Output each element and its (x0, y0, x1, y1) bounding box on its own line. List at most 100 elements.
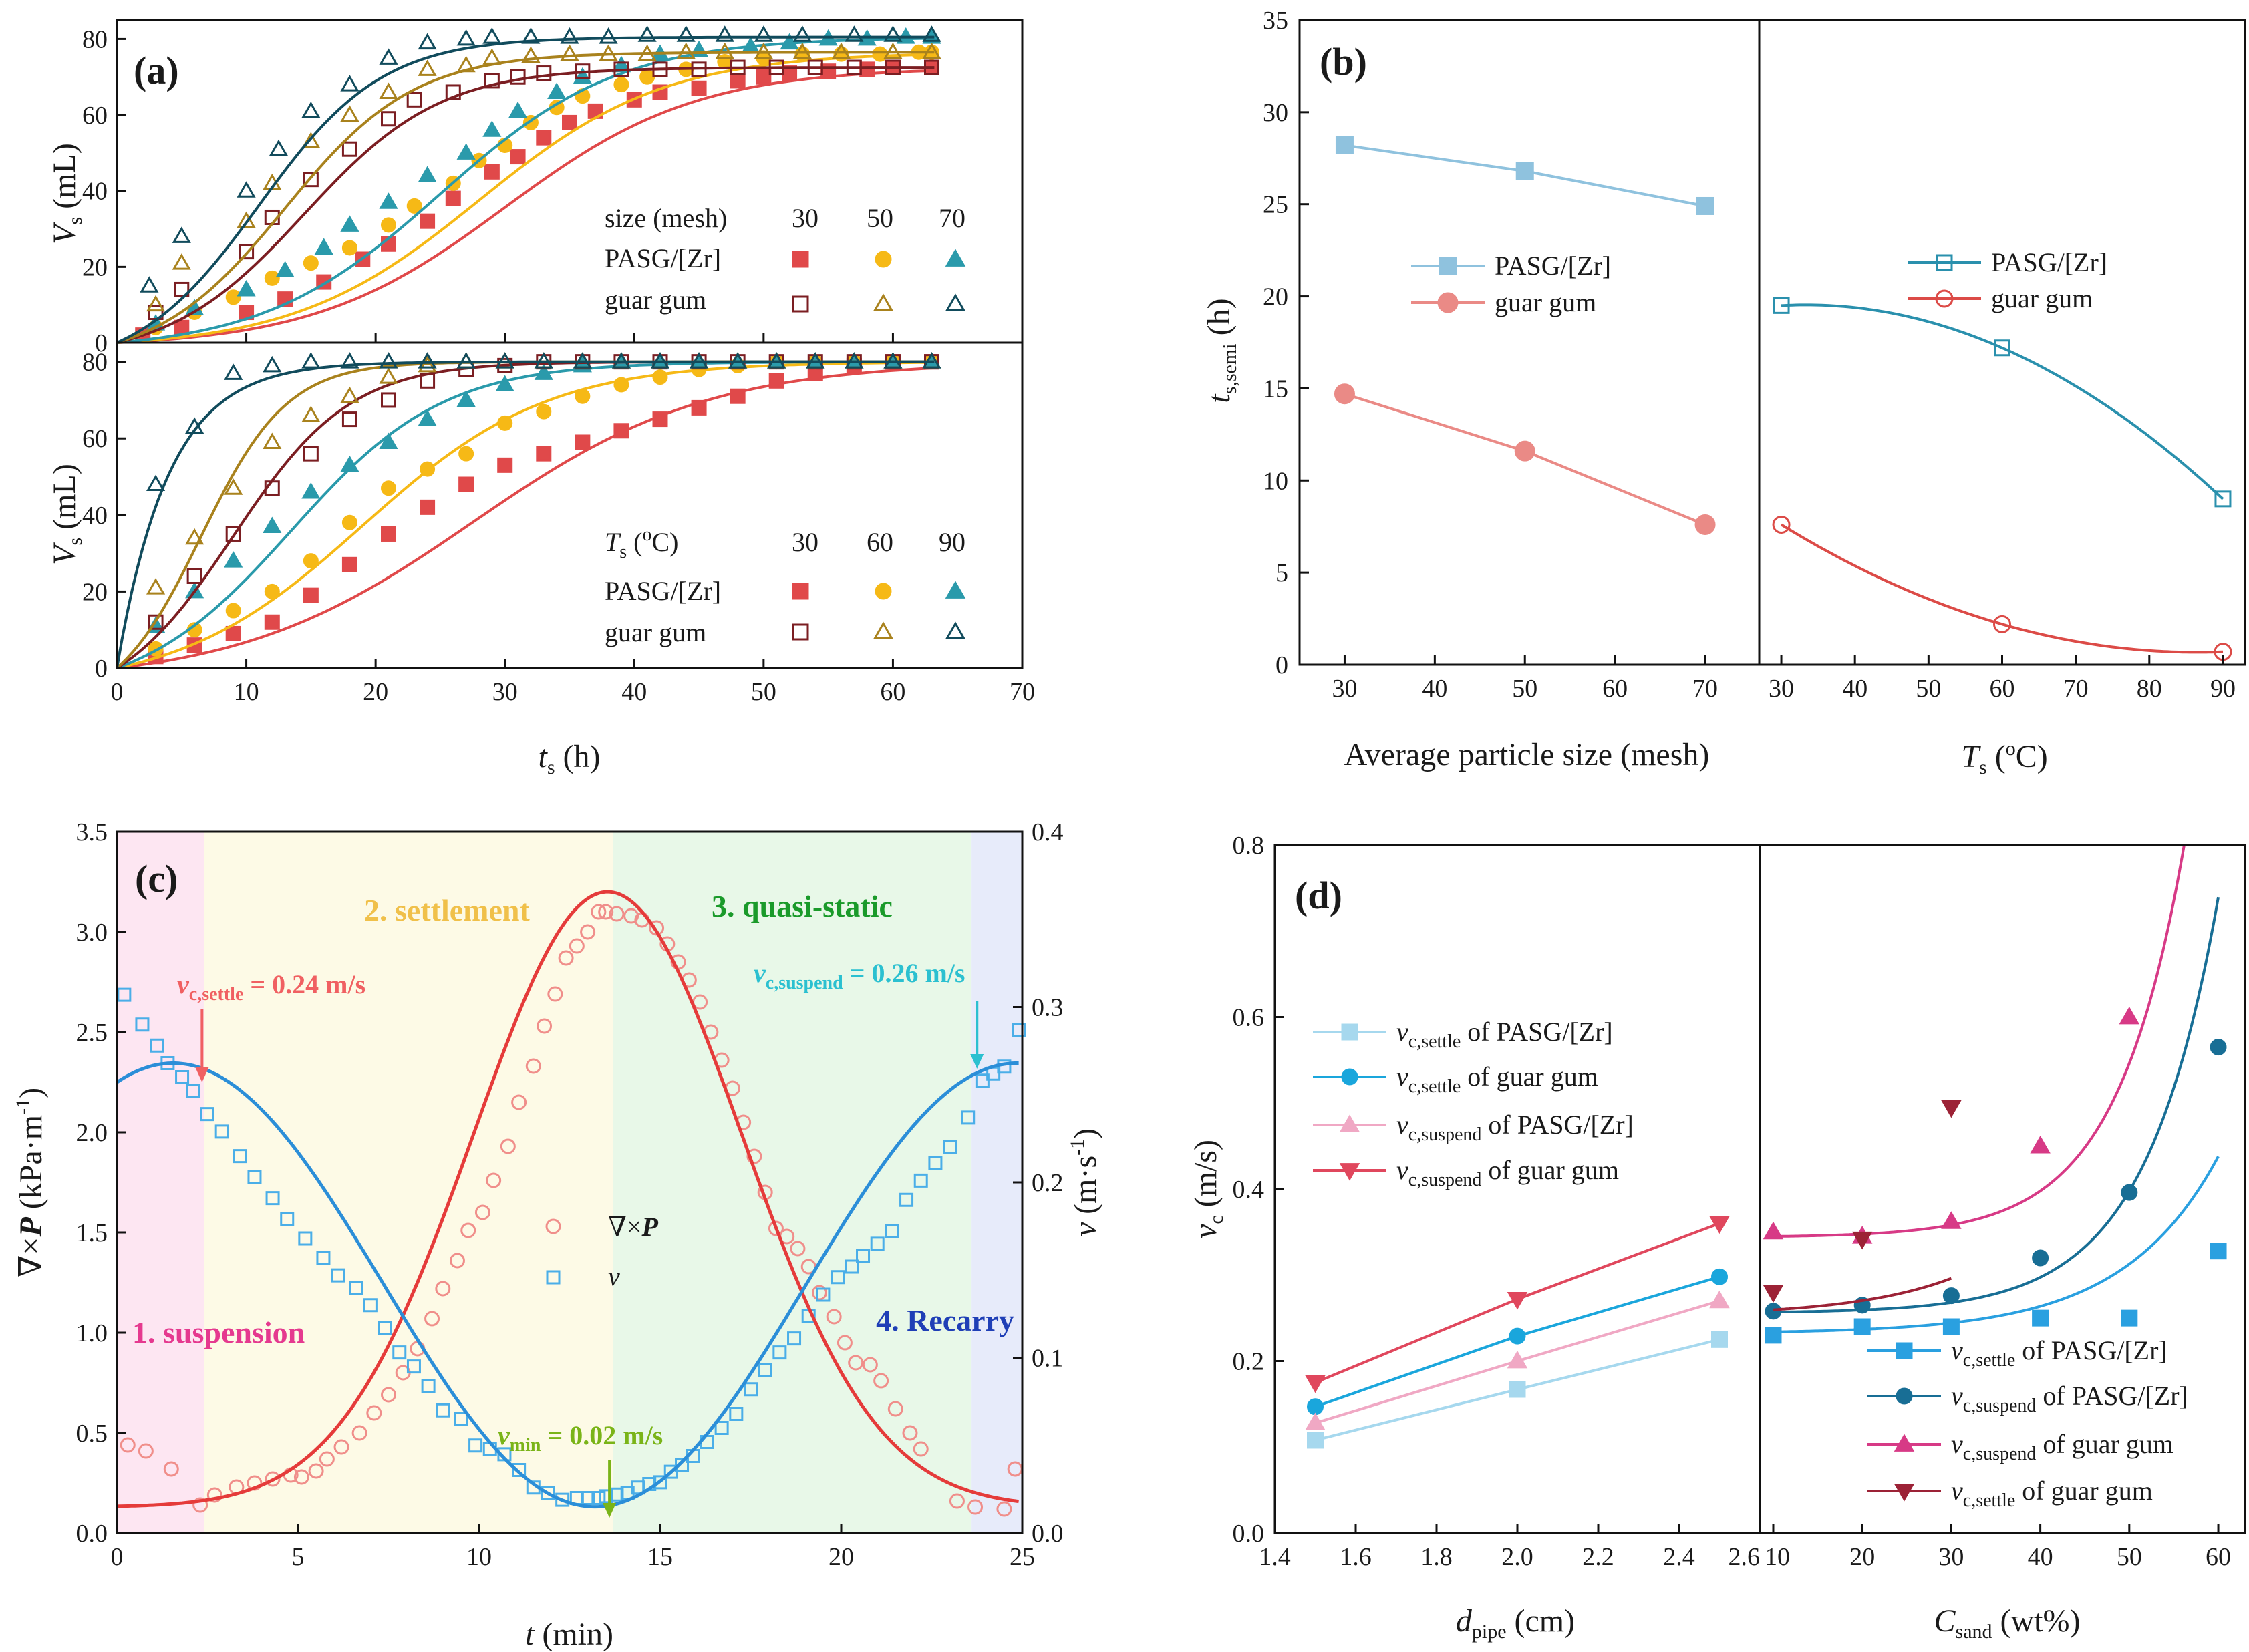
legend-a-top-v50: 50 (867, 203, 893, 233)
a-bottom-point-guar-gum-90 (263, 355, 282, 373)
a-top-point-guar-gum-70 (845, 25, 864, 42)
c-point-curl-p (837, 1335, 853, 1351)
c-point-v (816, 1287, 831, 1302)
a-top-point-guar-gum-70 (456, 29, 476, 46)
c-point-v (233, 1149, 247, 1164)
a-bottom-ytick-label: 40 (82, 502, 108, 530)
a-bottom-ytick-label: 20 (82, 578, 108, 606)
a-bottom-point-guar-gum-90 (689, 352, 709, 369)
c-annotation-v-c-settle: vc,settle = 0.24 m/s (177, 969, 365, 1005)
b-right-xtick-label: 70 (2063, 675, 2089, 703)
panel-d-xlabel-left: dpipe (cm) (1456, 1603, 1575, 1643)
panel-a-bottom-legend: Ts (oC) 30 60 90 PASG/[Zr] guar gum (605, 524, 965, 647)
a-bottom-point-pasg-zr-60 (341, 514, 357, 530)
c-xtick-label: 20 (829, 1543, 854, 1571)
b-left-point-guar-gum (1514, 440, 1535, 462)
a-top-ytick-label: 20 (82, 253, 108, 281)
b-ytick-label: 25 (1263, 191, 1288, 219)
a-top-point-guar-gum-50 (340, 105, 359, 122)
c-ytick-right-label: 0.2 (1032, 1169, 1064, 1197)
a-top-point-pasg-zr-30 (730, 73, 746, 89)
c-point-curl-p (580, 924, 596, 940)
a-top-point-guar-gum-50 (482, 48, 502, 65)
c-point-curl-p (163, 1461, 179, 1477)
a-bottom-point-guar-gum-90 (883, 352, 903, 369)
d-right-xtick-label: 30 (1938, 1543, 1964, 1571)
a-top-point-guar-gum-50 (237, 211, 256, 228)
a-top-point-guar-gum-70 (482, 27, 502, 44)
b-left-xtick-label: 70 (1692, 675, 1718, 703)
c-xtick-label: 5 (292, 1543, 305, 1571)
a-bottom-point-pasg-zr-30 (536, 446, 552, 462)
d-right-fit-v-c-suspend-of-guar-gum (1773, 845, 2186, 1238)
a-bottom-point-guar-gum-60 (418, 355, 437, 373)
c-point-v (714, 1421, 729, 1435)
a-top-point-pasg-zr-70 (547, 82, 567, 99)
a-bottom-point-pasg-zr-30 (691, 399, 707, 416)
d-legend-marker (1341, 1068, 1358, 1086)
c-ytick-left-label: 2.5 (76, 1019, 108, 1047)
a-bottom-point-pasg-zr-90 (418, 409, 437, 426)
a-bottom-ytick-label: 80 (82, 349, 108, 377)
c-point-v (885, 1224, 899, 1238)
c-point-curl-p (381, 1387, 396, 1403)
b-ytick-label: 20 (1263, 283, 1288, 311)
c-point-v (512, 1463, 527, 1477)
a-top-fit-pasg-zr-70 (116, 37, 935, 344)
d-right-xtick-label: 60 (2206, 1543, 2231, 1571)
a-bottom-point-pasg-zr-90 (263, 516, 282, 534)
a-top-point-guar-gum-70 (792, 25, 812, 42)
b-legend-marker (1437, 292, 1459, 313)
b-right-point-guar-gum (1772, 515, 1791, 534)
c-ytick-right-label: 0.3 (1032, 994, 1064, 1022)
a-top-point-guar-gum-50 (172, 253, 191, 270)
a-legend-marker-pasg (945, 249, 966, 267)
a-top-point-pasg-zr-30 (484, 164, 500, 180)
c-point-v (298, 1231, 313, 1246)
a-top-point-guar-gum-50 (146, 295, 166, 312)
legend-a-bottom-v30: 30 (792, 527, 818, 557)
d-left-point-v-c-settle-of-pasg-zr (1307, 1432, 1324, 1449)
d-right-fit-v-c-settle-of-pasg-zr (1773, 1156, 2220, 1333)
a-bottom-point-pasg-zr-60 (303, 553, 319, 569)
a-legend-marker-guar (792, 623, 809, 641)
d-right-point-v-c-settle-of-pasg-zr (2121, 1309, 2138, 1327)
c-point-curl-p (449, 1253, 465, 1269)
b-legend-label: guar gum (1991, 283, 2093, 313)
c-point-v (653, 1475, 667, 1490)
c-point-curl-p (192, 1497, 208, 1513)
d-left-point-v-c-settle-of-guar-gum (1307, 1398, 1324, 1416)
c-point-curl-p (862, 1357, 878, 1373)
d-ytick-label: 0.4 (1233, 1176, 1265, 1204)
a-top-ytick-label: 80 (82, 25, 108, 53)
a-legend-marker-pasg (875, 583, 892, 600)
a-bottom-point-guar-gum-60 (263, 432, 282, 449)
a-top-point-guar-gum-30 (652, 61, 668, 77)
a-bottom-ytick-label: 60 (82, 425, 108, 453)
a-top-point-pasg-zr-30 (174, 319, 190, 335)
a-top-point-guar-gum-50 (301, 132, 321, 148)
c-legend-marker-curl-p (545, 1218, 561, 1234)
a-bottom-point-guar-gum-90 (922, 352, 941, 369)
b-left-point-pasg-zr (1335, 136, 1354, 154)
c-arrowhead-v-c-settle (195, 1067, 209, 1082)
a-xtick-label: 30 (492, 678, 518, 706)
a-top-point-guar-gum-30 (341, 141, 357, 157)
d-legend-marker (1339, 1114, 1360, 1132)
c-arrowhead-v-min (603, 1503, 617, 1518)
b-legend-marker (1936, 254, 1953, 271)
a-top-point-guar-gum-50 (676, 42, 696, 59)
a-bottom-point-guar-gum-90 (185, 417, 204, 434)
panel-d-label: (d) (1295, 874, 1342, 917)
d-right-point-v-c-settle-of-guar-gum (1851, 1231, 1873, 1250)
d-right-point-v-c-suspend-of-guar-gum (2030, 1135, 2051, 1154)
b-right-xtick-label: 40 (1842, 675, 1867, 703)
a-bottom-point-guar-gum-90 (146, 474, 166, 491)
panel-b-frame (1298, 19, 2246, 666)
d-legend-label-v-c-settle-of-pasg-zr: vc,settle of PASG/[Zr] (1951, 1335, 2167, 1371)
a-bottom-point-guar-gum-60 (146, 578, 166, 595)
panel-c: (c) 0.0 0.5 1.0 1.5 2.0 2.5 3.0 3.5 0.0 0.1 0.2 0.3… (12, 818, 1103, 1652)
a-top-point-guar-gum-70 (172, 226, 191, 243)
